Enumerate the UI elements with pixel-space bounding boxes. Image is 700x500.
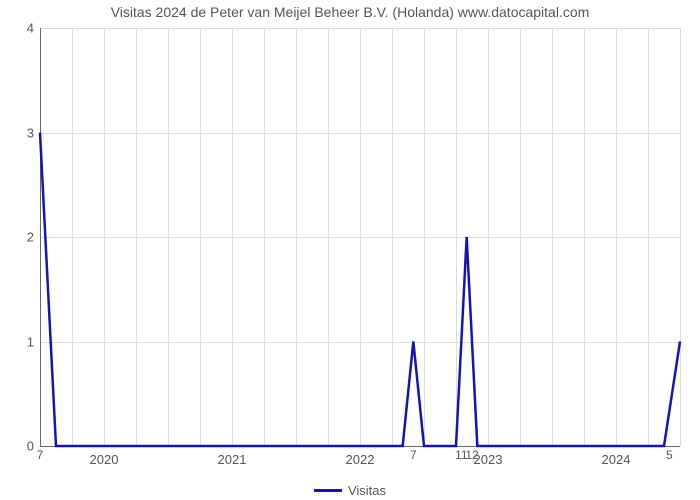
y-tick-label: 4 bbox=[27, 21, 40, 36]
y-tick-label: 3 bbox=[27, 125, 40, 140]
point-label: 12 bbox=[465, 448, 478, 462]
point-label: 5 bbox=[666, 448, 673, 462]
x-tick-label: 2024 bbox=[602, 446, 631, 467]
x-tick-label: 2021 bbox=[218, 446, 247, 467]
chart-container: Visitas 2024 de Peter van Meijel Beheer … bbox=[0, 0, 700, 500]
chart-title: Visitas 2024 de Peter van Meijel Beheer … bbox=[0, 4, 700, 20]
x-tick-label: 2022 bbox=[346, 446, 375, 467]
line-series bbox=[40, 28, 680, 446]
point-label: 7 bbox=[37, 448, 44, 462]
y-tick-label: 2 bbox=[27, 230, 40, 245]
legend-label: Visitas bbox=[348, 483, 386, 498]
legend-swatch bbox=[314, 489, 342, 492]
legend: Visitas bbox=[0, 482, 700, 498]
x-tick-label: 2020 bbox=[90, 446, 119, 467]
y-tick-label: 1 bbox=[27, 334, 40, 349]
plot-area: 01234202020212022202320247711125 bbox=[40, 28, 680, 446]
point-label: 7 bbox=[410, 448, 417, 462]
grid-line-vertical bbox=[680, 28, 681, 446]
